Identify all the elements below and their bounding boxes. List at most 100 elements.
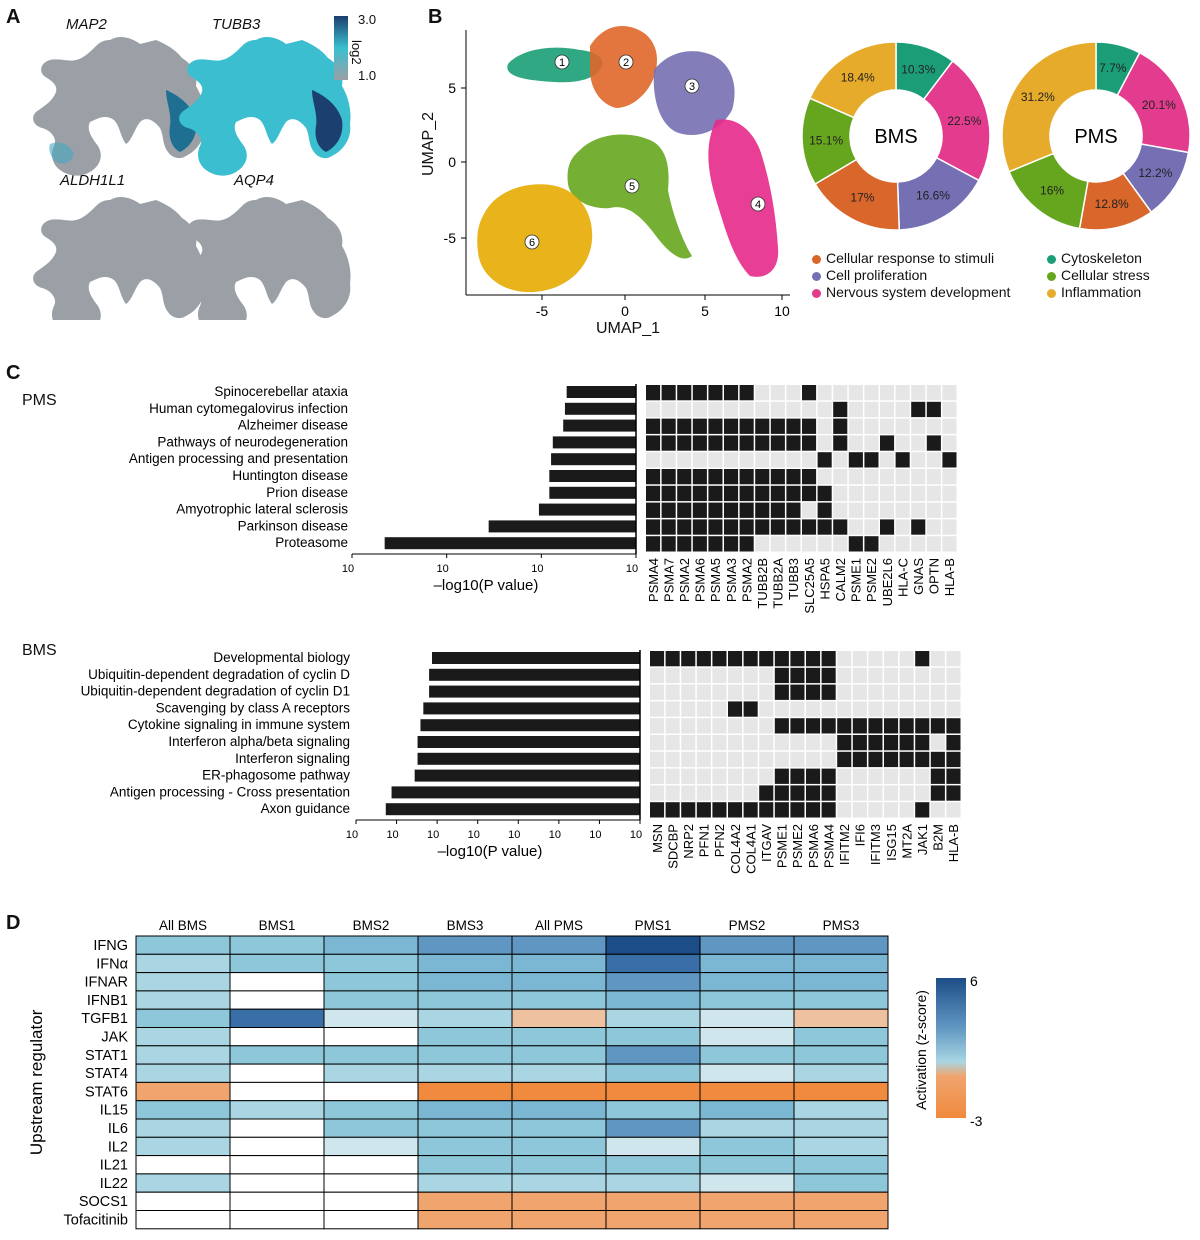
pathway-bar (391, 786, 640, 799)
gene-matrix-cell (692, 418, 707, 434)
gene-matrix-cell (665, 701, 680, 717)
gene-matrix-cell (926, 469, 941, 485)
gene-matrix-cell (884, 667, 899, 684)
heatmap-cell (323, 1081, 419, 1102)
gene-matrix-cell (728, 684, 743, 700)
gene-matrix-cell (790, 701, 805, 717)
gene-matrix-cell (755, 435, 770, 451)
gene-matrix-cell (926, 452, 941, 468)
gene-matrix-cell (880, 435, 895, 451)
legend-swatch (812, 254, 821, 264)
pathway-bar (420, 719, 640, 732)
gene-label: GNAS (911, 558, 926, 595)
featureplot-aqp4 (179, 197, 351, 320)
gene-matrix-cell (692, 401, 707, 418)
gene-matrix-cell (946, 701, 961, 717)
gene-matrix-cell (821, 684, 836, 700)
gene-matrix-cell (911, 401, 926, 418)
donut-slice-label: 12.2% (1138, 166, 1172, 180)
gene-matrix-cell (817, 519, 832, 535)
gene-matrix-cell (696, 684, 711, 700)
bar-xtick-label: 10 (342, 563, 354, 575)
gene-matrix-cell (665, 651, 680, 667)
heatmap-row-label: Tofacitinib (64, 1213, 128, 1229)
gene-matrix-cell (692, 536, 707, 552)
heatmap-cell (605, 1136, 701, 1157)
legend-swatch (1047, 288, 1056, 298)
gene-matrix-cell (661, 502, 676, 518)
gene-matrix-cell (739, 452, 754, 468)
heatmap-row-label: IFNB1 (87, 993, 128, 1009)
gene-matrix-cell (806, 701, 821, 717)
featureplot-map2 (33, 37, 205, 176)
gene-matrix-cell (884, 684, 899, 700)
gene-matrix-cell (759, 751, 774, 768)
gene-matrix-cell (728, 701, 743, 717)
gene-matrix-cell (724, 469, 739, 485)
gene-matrix-cell (677, 385, 692, 401)
pathway-label: Amyotrophic lateral sclerosis (176, 502, 348, 517)
heatmap-cell (605, 1118, 701, 1138)
gene-matrix-cell (868, 684, 883, 700)
gene-matrix-cell (677, 502, 692, 518)
gene-matrix-cell (930, 751, 945, 768)
gene-matrix-cell (817, 452, 832, 468)
gene-label: PSMA6 (806, 824, 821, 868)
gene-label: HSPA5 (817, 558, 832, 600)
gene-label: COL4A1 (743, 824, 758, 874)
gene-matrix-cell (739, 418, 754, 434)
gene-matrix-cell (942, 401, 957, 418)
gene-matrix-cell (802, 452, 817, 468)
umap-plot: -5 0 5 10 5 0 -5 1 2 3 4 5 6 (444, 26, 790, 319)
gene-matrix-cell (786, 469, 801, 485)
umap-cluster-label-6: 6 (529, 237, 535, 249)
heatmap-cell (229, 1173, 325, 1193)
gene-matrix-cell (696, 718, 711, 734)
gene-matrix-cell (930, 701, 945, 717)
gene-matrix-cell (880, 385, 895, 401)
gene-matrix-cell (681, 651, 696, 667)
gene-matrix-cell (915, 768, 930, 784)
umap-cluster-5 (567, 134, 692, 259)
legend-item: Cellular stress (1047, 267, 1150, 283)
heatmap-cell (135, 953, 231, 974)
gene-label: ISG15 (884, 824, 899, 861)
pathway-label: Ubiquitin-dependent degradation of cycli… (88, 667, 350, 682)
pathway-label: Spinocerebellar ataxia (214, 384, 348, 399)
gene-matrix-cell (646, 452, 661, 468)
gene-matrix-cell (661, 519, 676, 535)
gene-label: PSMA2 (739, 558, 754, 602)
pathway-label: Scavenging by class A receptors (156, 700, 351, 715)
gene-matrix-cell (884, 718, 899, 734)
heatmap-cell (699, 972, 795, 992)
heatmap-cell (511, 1210, 607, 1230)
umap-cluster-3 (653, 51, 735, 136)
heatmap-cell (511, 935, 607, 955)
gene-matrix-cell (692, 435, 707, 451)
gene-matrix-cell (837, 718, 852, 734)
gene-matrix-cell (696, 768, 711, 784)
colorbar-a-max: 3.0 (358, 12, 377, 27)
pathway-bar (564, 402, 636, 415)
gene-matrix-cell (661, 469, 676, 485)
gene-label: PSME2 (864, 558, 879, 602)
heatmap-column-label: All PMS (535, 918, 583, 933)
gene-matrix-cell (650, 684, 665, 700)
heatmap-cell (135, 1081, 231, 1102)
gene-matrix-cell (880, 418, 895, 434)
gene-matrix-cell (806, 785, 821, 801)
gene-matrix-cell (868, 785, 883, 801)
heatmap-row-label: IFNAR (85, 975, 129, 991)
gene-matrix-cell (864, 452, 879, 468)
gene-matrix-cell (880, 469, 895, 485)
gene-matrix-cell (790, 718, 805, 734)
pathway-label: Pathways of neurodegeneration (157, 434, 348, 449)
gene-matrix-cell (915, 802, 930, 818)
gene-matrix-cell (696, 751, 711, 768)
heatmap-cell (699, 1081, 795, 1102)
donut-slice-label: 16.6% (916, 188, 950, 202)
gene-matrix-cell (681, 718, 696, 734)
umap-ytick-label: 5 (448, 80, 456, 96)
heatmap-cell (793, 935, 889, 955)
